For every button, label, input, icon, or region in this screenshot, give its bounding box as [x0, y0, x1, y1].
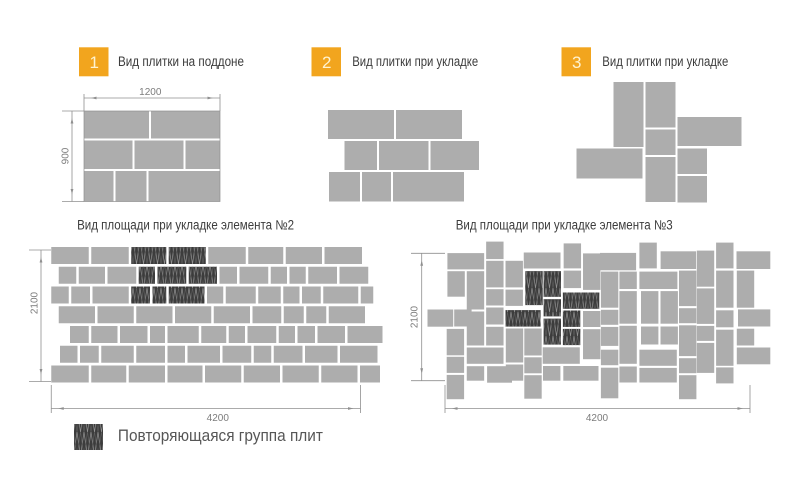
svg-text:Вид плитки при укладке: Вид плитки при укладке	[352, 54, 478, 69]
svg-text:Вид плитки при укладке: Вид плитки при укладке	[602, 54, 728, 69]
svg-text:4200: 4200	[586, 413, 609, 424]
svg-text:1200: 1200	[139, 87, 162, 98]
svg-text:900: 900	[60, 147, 71, 164]
svg-text:Повторяющаяся группа плит: Повторяющаяся группа плит	[118, 426, 323, 445]
svg-text:4200: 4200	[207, 413, 230, 424]
svg-text:2: 2	[322, 53, 331, 72]
svg-text:2100: 2100	[410, 305, 421, 328]
svg-text:2100: 2100	[29, 291, 40, 314]
svg-text:Вид площади при укладке элемен: Вид площади при укладке элемента №2	[77, 218, 294, 233]
svg-text:1: 1	[89, 53, 98, 72]
svg-text:Вид плитки на поддоне: Вид плитки на поддоне	[118, 54, 244, 69]
svg-text:Вид площади при укладке элемен: Вид площади при укладке элемента №3	[456, 218, 673, 233]
svg-text:3: 3	[572, 53, 581, 72]
